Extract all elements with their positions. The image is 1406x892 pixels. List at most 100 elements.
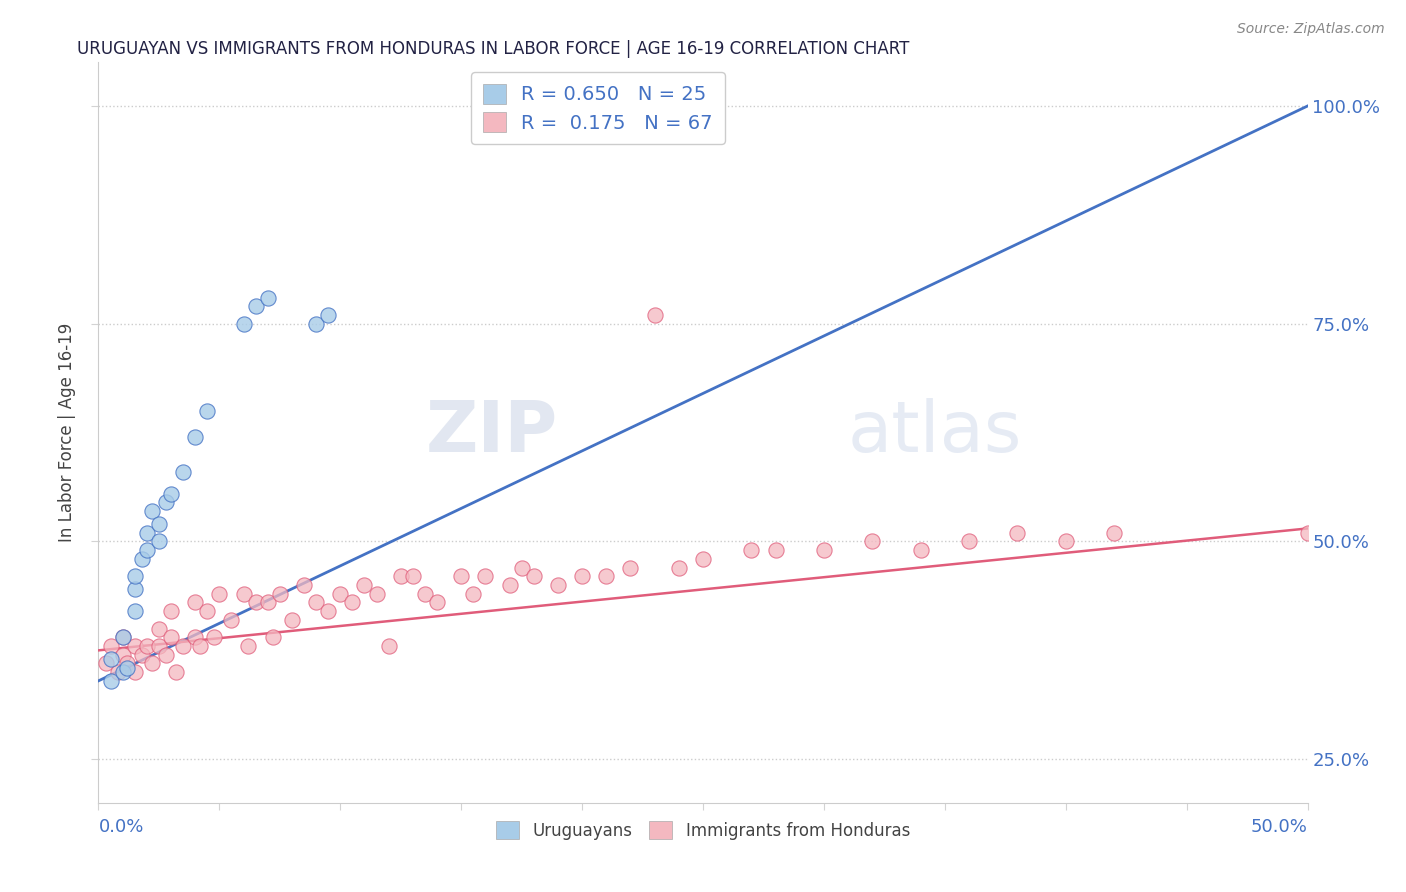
Point <box>329 587 352 601</box>
Point <box>148 534 170 549</box>
Point <box>165 665 187 680</box>
Point <box>292 578 315 592</box>
Point <box>232 587 254 601</box>
Point <box>100 639 122 653</box>
Point <box>135 543 157 558</box>
Point <box>117 657 139 671</box>
Point <box>1054 534 1077 549</box>
Point <box>141 657 163 671</box>
Point <box>450 569 472 583</box>
Point <box>692 552 714 566</box>
Point <box>111 630 134 644</box>
Text: atlas: atlas <box>848 398 1022 467</box>
Point <box>389 569 412 583</box>
Point <box>342 595 364 609</box>
Point <box>111 648 134 662</box>
Point <box>619 560 641 574</box>
Point <box>1007 525 1029 540</box>
Point <box>184 630 207 644</box>
Point <box>160 604 183 618</box>
Point <box>204 630 226 644</box>
Point <box>595 569 617 583</box>
Text: 0.0%: 0.0% <box>98 819 143 837</box>
Point <box>316 604 339 618</box>
Point <box>100 652 122 666</box>
Point <box>148 622 170 636</box>
Text: 50.0%: 50.0% <box>1251 819 1308 837</box>
Point <box>305 595 328 609</box>
Point <box>155 495 177 509</box>
Point <box>172 639 194 653</box>
Point <box>135 525 157 540</box>
Point <box>131 552 153 566</box>
Point <box>498 578 520 592</box>
Point <box>124 665 146 680</box>
Point <box>402 569 425 583</box>
Point <box>740 543 762 558</box>
Point <box>172 465 194 479</box>
Point <box>160 630 183 644</box>
Point <box>353 578 375 592</box>
Point <box>148 639 170 653</box>
Point <box>571 569 593 583</box>
Point <box>221 613 243 627</box>
Point <box>160 486 183 500</box>
Point <box>644 308 666 322</box>
Point <box>184 595 207 609</box>
Point <box>413 587 436 601</box>
Point <box>245 299 267 313</box>
Point <box>910 543 932 558</box>
Point <box>124 639 146 653</box>
Point <box>107 665 129 680</box>
Point <box>269 587 291 601</box>
Text: URUGUAYAN VS IMMIGRANTS FROM HONDURAS IN LABOR FORCE | AGE 16-19 CORRELATION CHA: URUGUAYAN VS IMMIGRANTS FROM HONDURAS IN… <box>77 40 910 58</box>
Point <box>155 648 177 662</box>
Point <box>135 639 157 653</box>
Point <box>245 595 267 609</box>
Point <box>860 534 883 549</box>
Point <box>668 560 690 574</box>
Point <box>813 543 835 558</box>
Point <box>124 582 146 597</box>
Point <box>377 639 399 653</box>
Point <box>510 560 533 574</box>
Point <box>262 630 284 644</box>
Point <box>316 308 339 322</box>
Point <box>124 604 146 618</box>
Y-axis label: In Labor Force | Age 16-19: In Labor Force | Age 16-19 <box>58 323 76 542</box>
Text: ZIP: ZIP <box>426 398 558 467</box>
Point <box>208 587 231 601</box>
Point <box>148 517 170 532</box>
Point <box>184 430 207 444</box>
Point <box>256 595 278 609</box>
Point <box>188 639 211 653</box>
Point <box>111 665 134 680</box>
Point <box>232 317 254 331</box>
Point <box>523 569 546 583</box>
Point <box>957 534 980 549</box>
Point <box>124 569 146 583</box>
Text: Source: ZipAtlas.com: Source: ZipAtlas.com <box>1237 22 1385 37</box>
Legend: Uruguayans, Immigrants from Honduras: Uruguayans, Immigrants from Honduras <box>489 814 917 847</box>
Point <box>474 569 496 583</box>
Point <box>100 673 122 688</box>
Point <box>1296 525 1319 540</box>
Point <box>619 116 641 130</box>
Point <box>463 587 485 601</box>
Point <box>131 648 153 662</box>
Point <box>195 404 218 418</box>
Point <box>426 595 449 609</box>
Point <box>117 661 139 675</box>
Point <box>238 639 260 653</box>
Point <box>256 291 278 305</box>
Point <box>141 504 163 518</box>
Point <box>195 604 218 618</box>
Point <box>547 578 569 592</box>
Point <box>305 317 328 331</box>
Point <box>765 543 787 558</box>
Point <box>111 630 134 644</box>
Point <box>1102 525 1125 540</box>
Point <box>94 657 117 671</box>
Point <box>366 587 388 601</box>
Point <box>281 613 304 627</box>
